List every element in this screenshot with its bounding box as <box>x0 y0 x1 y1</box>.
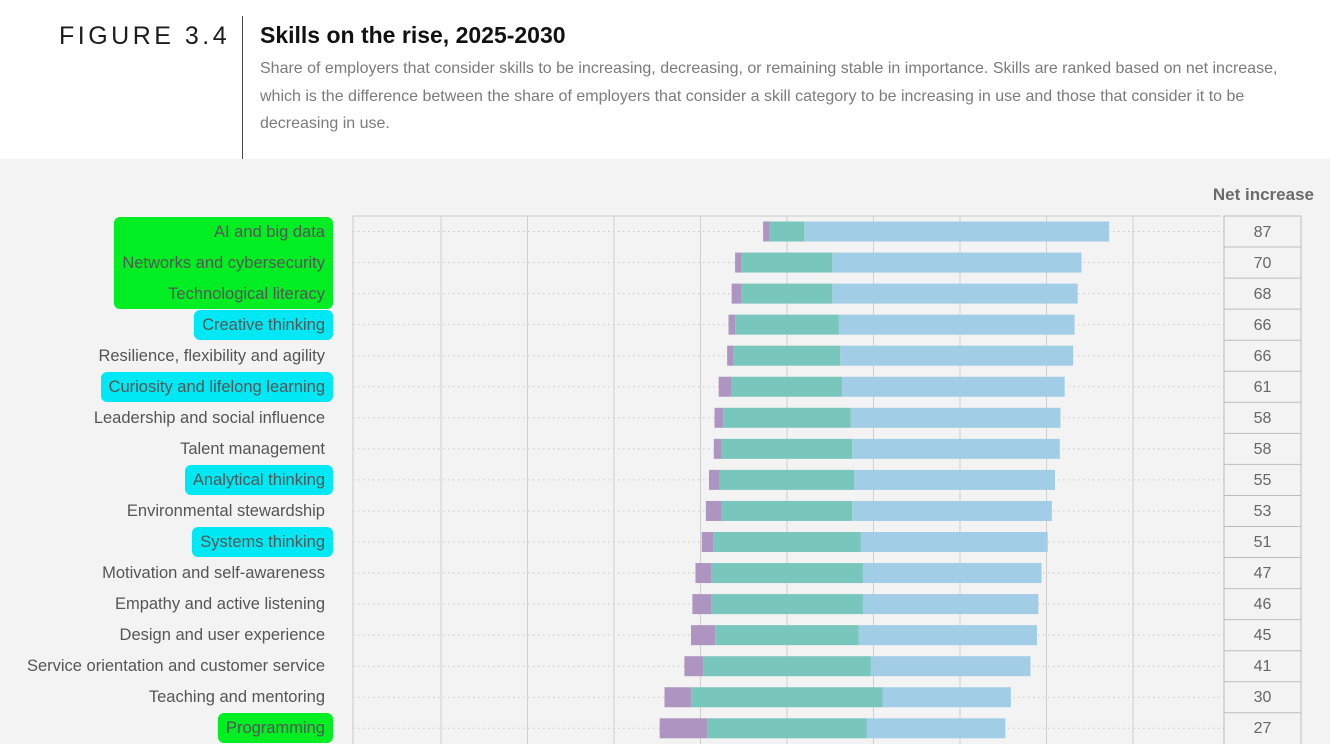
chart-subtitle: Share of employers that consider skills … <box>260 60 1278 132</box>
bar-stable <box>711 594 863 615</box>
bar-decreasing <box>705 500 722 521</box>
bar-decreasing <box>728 314 736 335</box>
net-increase-value: 58 <box>1253 440 1272 458</box>
category-label: Technological literacy <box>168 284 325 303</box>
bar-stable <box>713 532 861 552</box>
bar-increasing <box>804 221 1110 242</box>
label-highlight <box>100 371 333 402</box>
bar-decreasing <box>714 407 724 428</box>
net-increase-value: 87 <box>1253 223 1272 241</box>
net-increase-value: 27 <box>1253 720 1272 738</box>
bar-stable <box>707 718 867 739</box>
bar-increasing <box>860 532 1048 552</box>
bar-decreasing <box>718 376 732 397</box>
net-increase-value: 51 <box>1253 534 1272 551</box>
net-increase-value: 30 <box>1253 689 1272 707</box>
bar-stable <box>715 625 859 646</box>
category-label: Networks and cybersecurity <box>122 253 325 272</box>
figure-header: FIGURE 3.4 Skills on the rise, 2025-2030… <box>0 0 1330 159</box>
bar-increasing <box>866 718 1006 739</box>
net-increase-value: 58 <box>1253 409 1272 427</box>
net-increase-value: 55 <box>1253 471 1272 489</box>
label-highlight <box>184 464 333 495</box>
bar-increasing <box>842 376 1065 397</box>
category-label: Leadership and social influence <box>93 408 325 427</box>
net-increase-value: 66 <box>1253 347 1272 365</box>
bar-decreasing <box>695 563 712 584</box>
bar-decreasing <box>664 687 692 708</box>
label-highlight <box>194 309 333 340</box>
category-label: Teaching and mentoring <box>148 688 325 707</box>
bar-decreasing <box>735 252 742 273</box>
bar-decreasing <box>713 438 722 459</box>
bar-stable <box>703 656 871 677</box>
category-label: Curiosity and lifelong learning <box>108 377 325 396</box>
bar-stable <box>721 500 853 521</box>
label-highlight <box>217 713 333 744</box>
bar-decreasing <box>659 718 708 739</box>
net-increase-value: 61 <box>1253 378 1272 396</box>
net-increase-value: 66 <box>1253 316 1272 334</box>
bar-decreasing <box>708 469 720 490</box>
bar-increasing <box>870 656 1031 677</box>
header-divider <box>242 16 243 159</box>
bar-stable <box>721 438 853 459</box>
bar-stable <box>691 687 883 708</box>
bar-increasing <box>862 563 1042 584</box>
net-increase-value: 45 <box>1253 627 1272 645</box>
bar-increasing <box>840 345 1074 366</box>
bar-decreasing <box>690 625 716 646</box>
bar-decreasing <box>727 345 734 366</box>
bar-stable <box>711 563 863 584</box>
bar-increasing <box>852 500 1052 521</box>
label-highlight <box>192 527 333 557</box>
category-label: AI and big data <box>213 222 325 241</box>
bar-increasing <box>854 469 1055 490</box>
bar-increasing <box>862 594 1039 615</box>
category-label: Programming <box>225 719 325 738</box>
category-label: Analytical thinking <box>192 470 325 489</box>
bar-decreasing <box>692 594 712 615</box>
net-increase-value: 70 <box>1253 254 1272 272</box>
bar-stable <box>719 469 855 490</box>
bar-increasing <box>882 687 1011 708</box>
category-label: Systems thinking <box>200 533 325 551</box>
category-label: Creative thinking <box>202 315 325 334</box>
net-increase-table-border <box>1223 215 1302 744</box>
bar-decreasing <box>731 283 742 304</box>
bar-decreasing <box>701 532 714 552</box>
category-label: Empathy and active listening <box>114 595 325 614</box>
category-label: Motivation and self-awareness <box>102 564 325 583</box>
bar-stable <box>723 407 851 428</box>
bar-increasing <box>832 283 1078 304</box>
category-label: Design and user experience <box>119 626 325 645</box>
category-label: Environmental stewardship <box>126 501 325 520</box>
net-increase-value: 47 <box>1253 565 1272 583</box>
bar-stable <box>741 252 833 273</box>
category-label: Resilience, flexibility and agility <box>98 346 325 365</box>
bar-stable <box>735 314 839 335</box>
bar-increasing <box>858 625 1037 646</box>
net-increase-value: 68 <box>1253 285 1272 303</box>
bar-increasing <box>838 314 1075 335</box>
bar-increasing <box>832 252 1082 273</box>
figure-label: FIGURE 3.4 <box>59 22 231 50</box>
bar-stable <box>769 221 805 242</box>
net-increase-value: 46 <box>1253 596 1272 614</box>
category-label: Talent management <box>180 439 325 458</box>
bar-decreasing <box>763 221 770 242</box>
bar-increasing <box>850 407 1061 428</box>
bar-stable <box>733 345 841 366</box>
bar-increasing <box>852 438 1060 459</box>
chart-title: Skills on the rise, 2025-2030 <box>260 22 566 48</box>
net-increase-header: Net increase <box>1212 185 1314 204</box>
bar-decreasing <box>684 656 704 677</box>
net-increase-value: 41 <box>1253 658 1272 676</box>
label-highlight <box>114 216 333 309</box>
category-label: Service orientation and customer service <box>26 657 325 676</box>
bar-stable <box>741 283 833 304</box>
net-increase-value: 53 <box>1253 502 1272 520</box>
bar-stable <box>731 376 843 397</box>
